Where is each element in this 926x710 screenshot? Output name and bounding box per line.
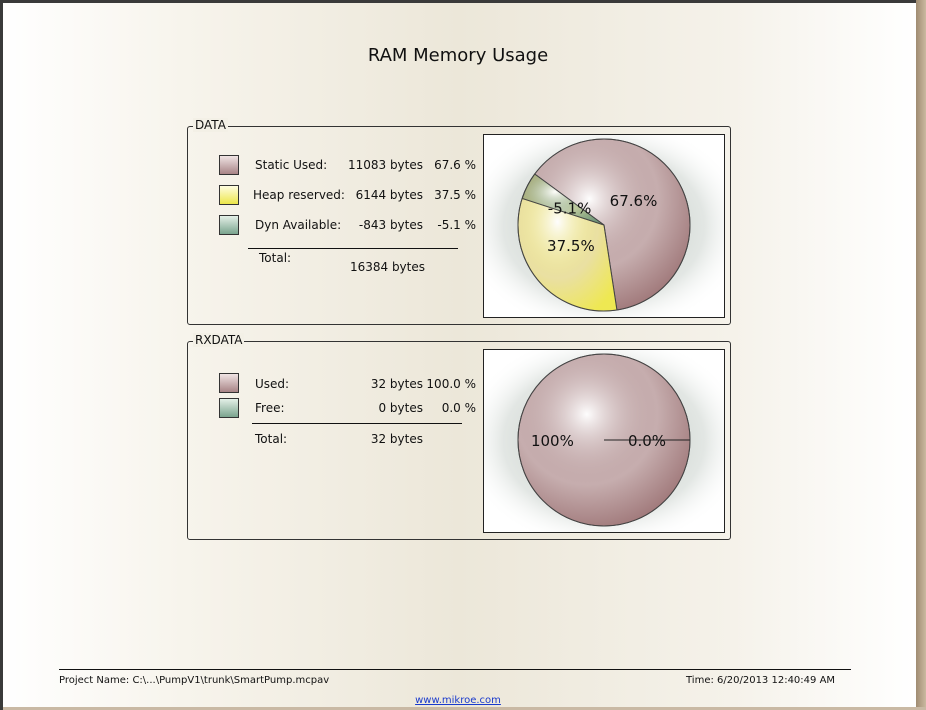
heap-reserved-value: 6144 bytes [355,188,423,202]
rxdata-total-label: Total: [255,432,288,446]
heap-reserved-percent: 37.5 % [434,188,476,202]
rxdata-group: RXDATA Used: 32 bytes 100.0 % Free: 0 by… [187,333,731,540]
static-used-label: Static Used: [255,158,328,172]
footer-rule [59,669,851,670]
used-label: Used: [255,377,290,391]
free-percent: 0.0 % [441,401,476,415]
data-total-rule [248,248,458,249]
free-label: Free: [255,401,285,415]
heap-reserved-label: Heap reserved: [253,188,345,202]
footer-time: Time: 6/20/2013 12:40:49 AM [686,675,836,686]
dyn-available-label: Dyn Available: [255,218,342,232]
data-pie-svg: 67.6% 37.5% -5.1% [484,135,724,317]
page-left-edge [0,3,3,710]
dyn-available-value: -843 bytes [358,218,423,232]
data-total-value: 16384 bytes [349,260,425,274]
static-used-value: 11083 bytes [347,158,423,172]
pie-label-0: 100% [531,432,574,450]
dyn-available-swatch [219,215,239,235]
pie-slice-static-used [521,138,691,311]
data-pie-chart: 67.6% 37.5% -5.1% [483,134,725,318]
static-used-swatch [219,155,239,175]
free-value: 0 bytes [378,401,423,415]
footer-project-name: Project Name: C:\...\PumpV1\trunk\SmartP… [59,675,330,686]
pie-slice-dyn-available [521,173,605,226]
data-total-label: Total: [259,251,292,265]
data-group-label: DATA [193,118,228,132]
rxdata-pie-chart: 100% 0.0% [483,349,725,533]
static-used-percent: 67.6 % [434,158,476,172]
rxdata-group-label: RXDATA [193,333,245,347]
used-swatch [219,373,239,393]
rxdata-total-value: 32 bytes [370,432,423,446]
used-percent: 100.0 % [426,377,476,391]
pie-label-1: 0.0% [628,432,666,450]
footer-link[interactable]: www.mikroe.com [415,695,501,706]
dyn-available-percent: -5.1 % [437,218,476,232]
pie-label-0: 67.6% [610,192,658,210]
data-group: DATA Static Used: 11083 bytes 67.6 % Hea… [187,118,731,325]
pie-label-2: -5.1% [548,199,592,217]
report-title: RAM Memory Usage [367,45,549,66]
heap-reserved-swatch [219,185,239,205]
rxdata-total-rule [252,423,462,424]
rxdata-pie-svg: 100% 0.0% [484,350,724,532]
free-swatch [219,398,239,418]
used-value: 32 bytes [370,377,423,391]
pie-label-1: 37.5% [547,237,595,255]
window-right-edge [916,0,926,707]
